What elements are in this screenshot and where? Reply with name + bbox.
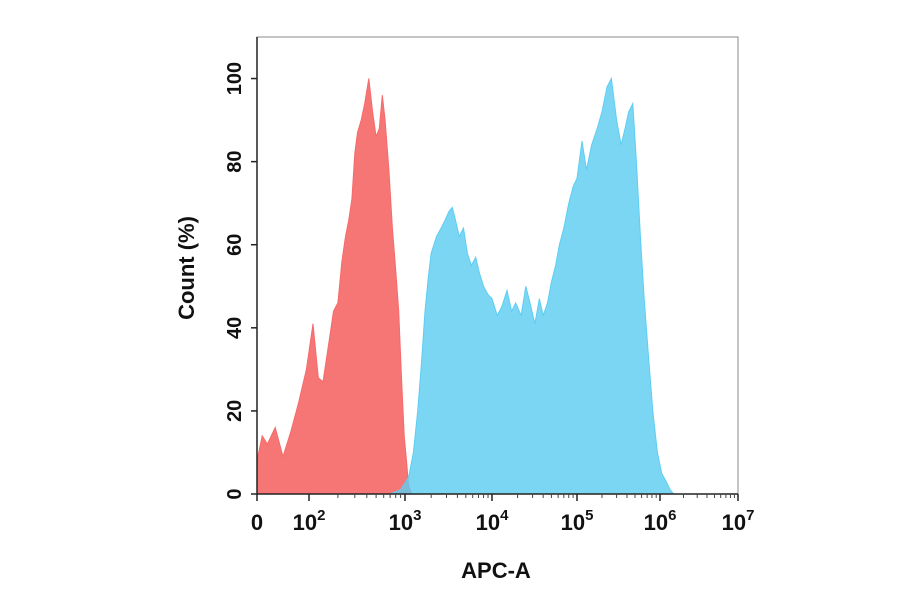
x-axis-title: APC-A [461, 558, 531, 583]
histogram-series-1 [256, 78, 413, 495]
x-tick-label: 102 [293, 507, 326, 535]
y-tick-label: 20 [224, 400, 246, 422]
histogram-series-2 [257, 76, 675, 495]
x-tick-label: 106 [644, 507, 677, 535]
x-tick-label: 104 [476, 507, 509, 535]
y-tick-label: 40 [224, 317, 246, 339]
y-ticks: 0 20 40 60 80 100 [224, 62, 257, 500]
y-axis-title: Count (%) [174, 216, 199, 320]
x-tick-label: 103 [389, 507, 422, 535]
x-tick-label: 0 [251, 510, 263, 535]
y-tick-label: 60 [224, 234, 246, 256]
series-layer [256, 76, 675, 495]
x-ticks: 0 102 103 104 105 106 107 [251, 494, 755, 535]
x-tick-label: 105 [561, 507, 594, 535]
y-tick-label: 80 [224, 151, 246, 173]
y-tick-label: 0 [224, 488, 246, 499]
y-tick-label: 100 [224, 62, 246, 95]
x-tick-label: 107 [722, 507, 755, 535]
